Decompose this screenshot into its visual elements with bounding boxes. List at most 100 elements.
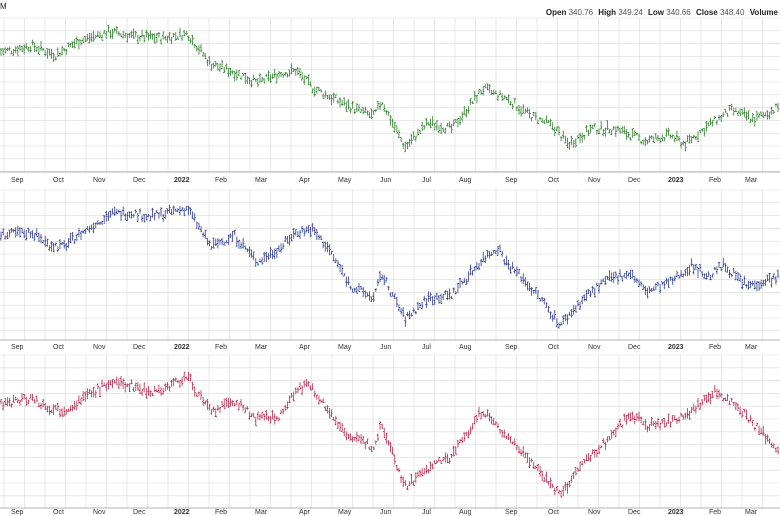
ohlc-bar xyxy=(383,428,386,439)
ohlc-bar xyxy=(349,107,352,114)
ohlc-bar xyxy=(1,401,5,411)
ohlc-bar xyxy=(465,108,468,118)
ohlc-bar xyxy=(265,410,268,420)
ohlc-bar xyxy=(12,229,15,233)
ohlc-bar xyxy=(597,445,601,455)
ohlc-bar xyxy=(637,411,641,422)
ohlc-bar xyxy=(604,441,607,451)
ohlc-bar xyxy=(174,32,177,41)
ohlc-bar xyxy=(631,411,634,421)
ohlc-bar xyxy=(620,126,624,134)
ohlc-bar xyxy=(56,47,60,58)
ohlc-bar xyxy=(688,410,691,421)
ohlc-bar xyxy=(307,381,310,387)
ohlc-bar xyxy=(648,286,651,294)
ohlc-bar xyxy=(766,110,769,120)
ohlc-bar xyxy=(562,315,565,324)
ohlc-bar xyxy=(191,211,194,220)
ohlc-bar xyxy=(454,291,458,295)
ohlc-bar xyxy=(416,128,420,136)
ohlc-bar xyxy=(185,376,188,380)
ohlc-bar xyxy=(441,294,445,301)
ohlc-bar xyxy=(241,404,245,411)
ohlc-bar xyxy=(370,296,373,302)
ohlc-bar xyxy=(14,45,17,54)
ohlc-bar xyxy=(663,280,666,289)
ohlc-bar xyxy=(372,446,375,450)
ohlc-bar xyxy=(633,415,637,425)
ohlc-bar xyxy=(762,425,765,436)
ohlc-bar xyxy=(178,205,182,216)
ohlc-bar xyxy=(237,239,241,249)
ohlc-bar xyxy=(671,277,674,285)
ohlc-bar xyxy=(62,406,66,417)
ohlc-bar xyxy=(726,112,729,117)
ohlc-bar xyxy=(635,412,639,422)
ohlc-bar xyxy=(425,464,428,474)
ohlc-bar xyxy=(587,129,590,137)
ohlc-bar xyxy=(298,382,302,391)
ohlc-bar xyxy=(726,266,729,273)
ohlc-bar xyxy=(193,386,196,397)
ohlc-bar xyxy=(669,276,672,281)
ohlc-bar xyxy=(345,276,348,287)
ohlc-bar xyxy=(397,129,401,139)
ohlc-bar xyxy=(736,403,740,412)
ohlc-bar xyxy=(593,123,597,128)
ohlc-bar xyxy=(37,232,41,242)
ohlc-bar xyxy=(124,213,127,221)
ohlc-bar xyxy=(513,268,516,274)
ohlc-bar xyxy=(719,266,723,272)
ohlc-bar xyxy=(16,45,20,57)
ohlc-bar xyxy=(730,103,733,111)
ohlc-bar xyxy=(490,251,493,256)
panel-grid xyxy=(0,354,780,508)
ohlc-bar xyxy=(263,251,266,262)
ohlc-bar xyxy=(113,206,116,217)
x-tick-label: Feb xyxy=(215,509,227,516)
x-tick-label: Jul xyxy=(422,344,431,351)
ohlc-bar xyxy=(290,63,293,74)
ohlc-bar xyxy=(673,415,677,421)
ohlc-bar xyxy=(315,229,319,240)
ohlc-bar xyxy=(610,129,613,135)
ohlc-bar xyxy=(153,385,156,392)
ohlc-bar xyxy=(616,275,620,285)
ohlc-bar xyxy=(279,409,283,415)
ohlc-bar xyxy=(540,470,544,482)
ohlc-bar xyxy=(161,387,165,395)
ohlc-bar xyxy=(663,136,666,142)
ohlc-bar xyxy=(153,33,156,44)
ohlc-bar xyxy=(271,249,274,260)
ohlc-bar xyxy=(395,464,399,471)
x-tick-label: Sep xyxy=(11,177,24,184)
ohlc-bar xyxy=(726,393,729,402)
ohlc-bar xyxy=(764,278,767,286)
ohlc-bar xyxy=(75,234,79,242)
ohlc-bar xyxy=(126,212,129,222)
ohlc-bar xyxy=(540,297,544,302)
ohlc-bar xyxy=(159,207,163,217)
ohlc-bar xyxy=(368,291,371,301)
ohlc-bar xyxy=(248,411,251,420)
ohlc-bar xyxy=(121,206,125,216)
ohlc-bar xyxy=(62,239,66,249)
ohlc-bar xyxy=(359,434,363,445)
ohlc-bar xyxy=(549,118,552,127)
ohlc-bar xyxy=(709,393,712,405)
ohlc-bar xyxy=(418,469,422,478)
ohlc-bar xyxy=(650,288,653,292)
ohlc-bar xyxy=(515,106,519,112)
ohlc-bar xyxy=(29,231,32,238)
ohlc-bar xyxy=(218,63,222,73)
ohlc-bar xyxy=(463,105,466,115)
ohlc-bar xyxy=(324,241,327,252)
ohlc-bar xyxy=(602,438,605,444)
ohlc-bar xyxy=(73,39,76,49)
ohlc-bar xyxy=(248,77,251,85)
ohlc-bar xyxy=(658,284,662,294)
ohlc-bar xyxy=(688,134,691,144)
ohlc-bar xyxy=(260,411,264,419)
ohlc-bar xyxy=(22,394,26,400)
ohlc-bar xyxy=(39,41,43,51)
